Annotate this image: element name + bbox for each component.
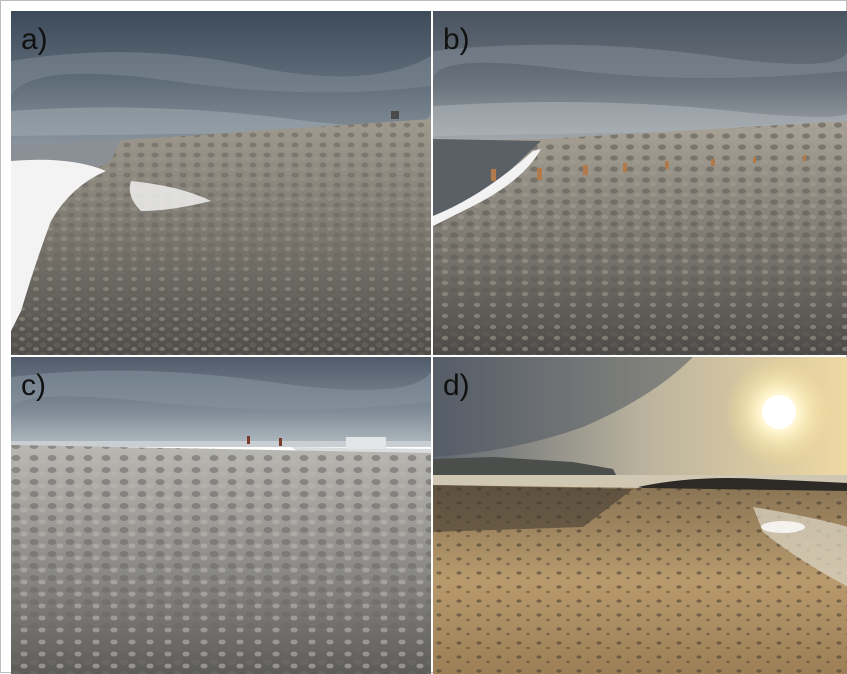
panel-label-c: c) — [21, 369, 46, 402]
pebble-beach-with-sea-wall-image — [11, 357, 431, 674]
shingle-beach-with-surf-image — [11, 11, 431, 355]
sandy-beach-at-sunset-image — [433, 357, 847, 674]
panel-label-b: b) — [443, 23, 470, 56]
shingle-beach-with-posts-image — [433, 11, 847, 355]
panel-b-photo: b) — [433, 11, 847, 355]
panel-a-photo: a) — [11, 11, 431, 355]
panel-d-photo: d) — [433, 357, 847, 674]
panel-c-photo: c) — [11, 357, 431, 674]
panel-label-d: d) — [443, 369, 470, 402]
panel-label-a: a) — [21, 23, 48, 56]
